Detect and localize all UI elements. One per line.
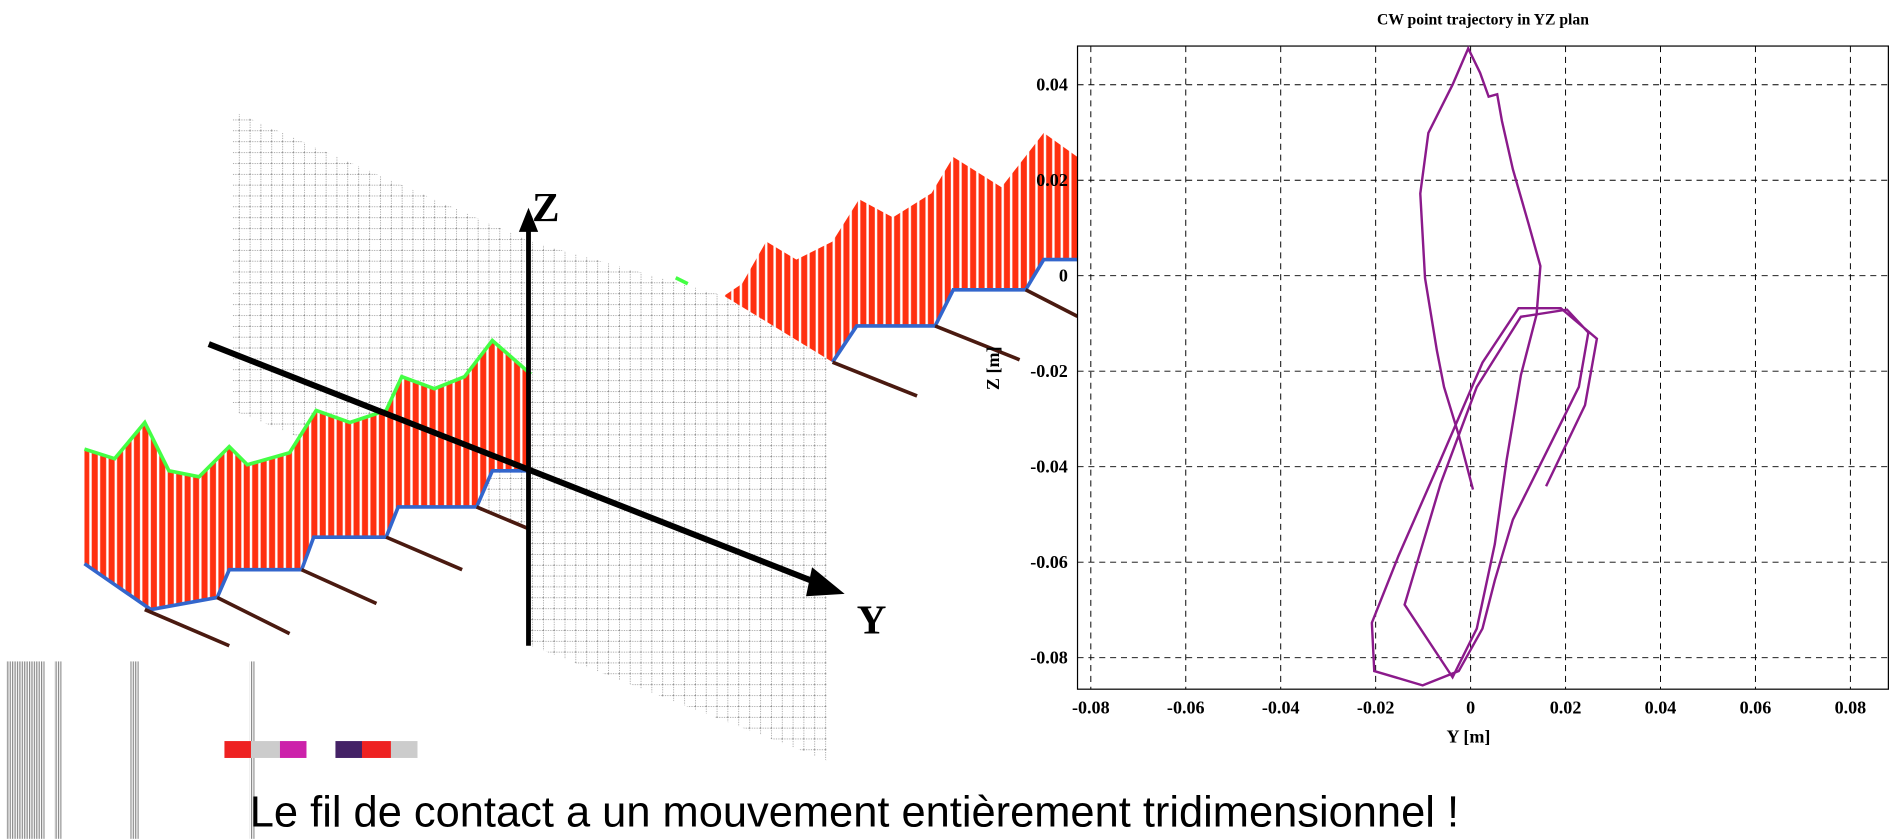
x-tick-label: 0.06 bbox=[1740, 697, 1772, 717]
x-tick-label: -0.08 bbox=[1072, 697, 1110, 717]
x-tick-label: -0.02 bbox=[1357, 697, 1395, 717]
y-label: Y bbox=[857, 597, 887, 643]
slide: Z Y Le fil de contact a un mouvement ent… bbox=[0, 0, 1892, 839]
page: Z Y Le fil de contact a un mouvement ent… bbox=[0, 0, 1892, 839]
x-axis-label: Y [m] bbox=[1446, 726, 1490, 746]
plot-area bbox=[1078, 46, 1889, 689]
chart-title: CW point trajectory in YZ plan bbox=[1377, 11, 1589, 28]
x-tick-label: 0 bbox=[1466, 697, 1475, 717]
x-tick-label: 0.08 bbox=[1835, 697, 1867, 717]
caption: Le fil de contact a un mouvement entière… bbox=[250, 789, 1459, 837]
y-tick-label: -0.06 bbox=[1030, 552, 1068, 572]
y-tick-label: -0.04 bbox=[1030, 457, 1068, 477]
z-label: Z bbox=[532, 184, 559, 230]
y-axis-label: Z [m] bbox=[983, 346, 1003, 390]
y-tick-label: -0.08 bbox=[1030, 648, 1068, 668]
x-tick-label: 0.02 bbox=[1550, 697, 1582, 717]
x-tick-label: -0.04 bbox=[1262, 697, 1300, 717]
x-tick-label: -0.06 bbox=[1167, 697, 1205, 717]
y-tick-label: 0.04 bbox=[1036, 75, 1068, 95]
y-tick-label: -0.02 bbox=[1030, 361, 1068, 381]
y-tick-label: 0.02 bbox=[1036, 170, 1068, 190]
chart: -0.08 -0.06 -0.04 -0.02 0 0.02 0.04 0.06 0.08 -0.… bbox=[983, 11, 1888, 746]
x-tick-label: 0.04 bbox=[1645, 697, 1677, 717]
y-tick-label: 0 bbox=[1059, 266, 1068, 286]
